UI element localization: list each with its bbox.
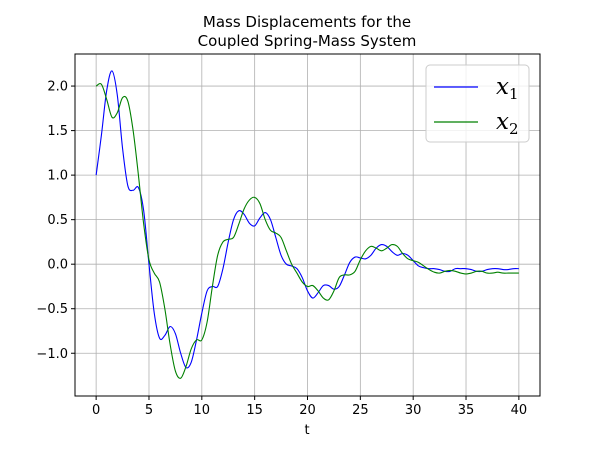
y-tick-label: −1.0 — [36, 347, 68, 362]
chart-title-line-1: Mass Displacements for the — [203, 13, 411, 31]
x-tick-label: 35 — [458, 403, 475, 418]
y-tick-label: 2.0 — [47, 80, 68, 95]
x-axis-label: t — [304, 423, 309, 438]
y-tick-label: 1.0 — [47, 169, 68, 184]
chart-title: Mass Displacements for the Coupled Sprin… — [198, 13, 417, 50]
legend-label-main: x — [496, 74, 509, 100]
x-tick-label: 25 — [352, 403, 369, 418]
x-axis-ticks: 0 5 10 15 20 25 30 35 40 — [92, 396, 527, 418]
y-tick-label: 0.0 — [47, 258, 68, 273]
x-tick-label: 30 — [405, 403, 422, 418]
x-tick-label: 0 — [92, 403, 100, 418]
series-lines — [95, 70, 519, 379]
y-tick-label: 1.5 — [47, 124, 68, 139]
y-tick-label: −0.5 — [36, 302, 68, 317]
legend-label-1: x1 — [496, 74, 519, 103]
x-tick-label: 10 — [194, 403, 211, 418]
legend-label-subscript: 1 — [509, 85, 519, 103]
series-line-2 — [95, 83, 519, 379]
x-tick-label: 5 — [145, 403, 153, 418]
y-axis-ticks: −1.0 −0.5 0.0 0.5 1.0 1.5 2.0 — [36, 80, 75, 362]
x-tick-label: 20 — [299, 403, 316, 418]
grid — [75, 54, 540, 396]
legend-label-subscript: 2 — [509, 120, 519, 138]
legend-box — [425, 64, 530, 143]
y-tick-label: 0.5 — [47, 213, 68, 228]
legend-label-2: x2 — [496, 109, 519, 138]
series-line-1 — [95, 70, 519, 369]
x-tick-label: 15 — [246, 403, 263, 418]
x-tick-label: 40 — [511, 403, 528, 418]
legend-label-main: x — [496, 109, 509, 135]
chart-title-line-2: Coupled Spring-Mass System — [198, 32, 417, 50]
